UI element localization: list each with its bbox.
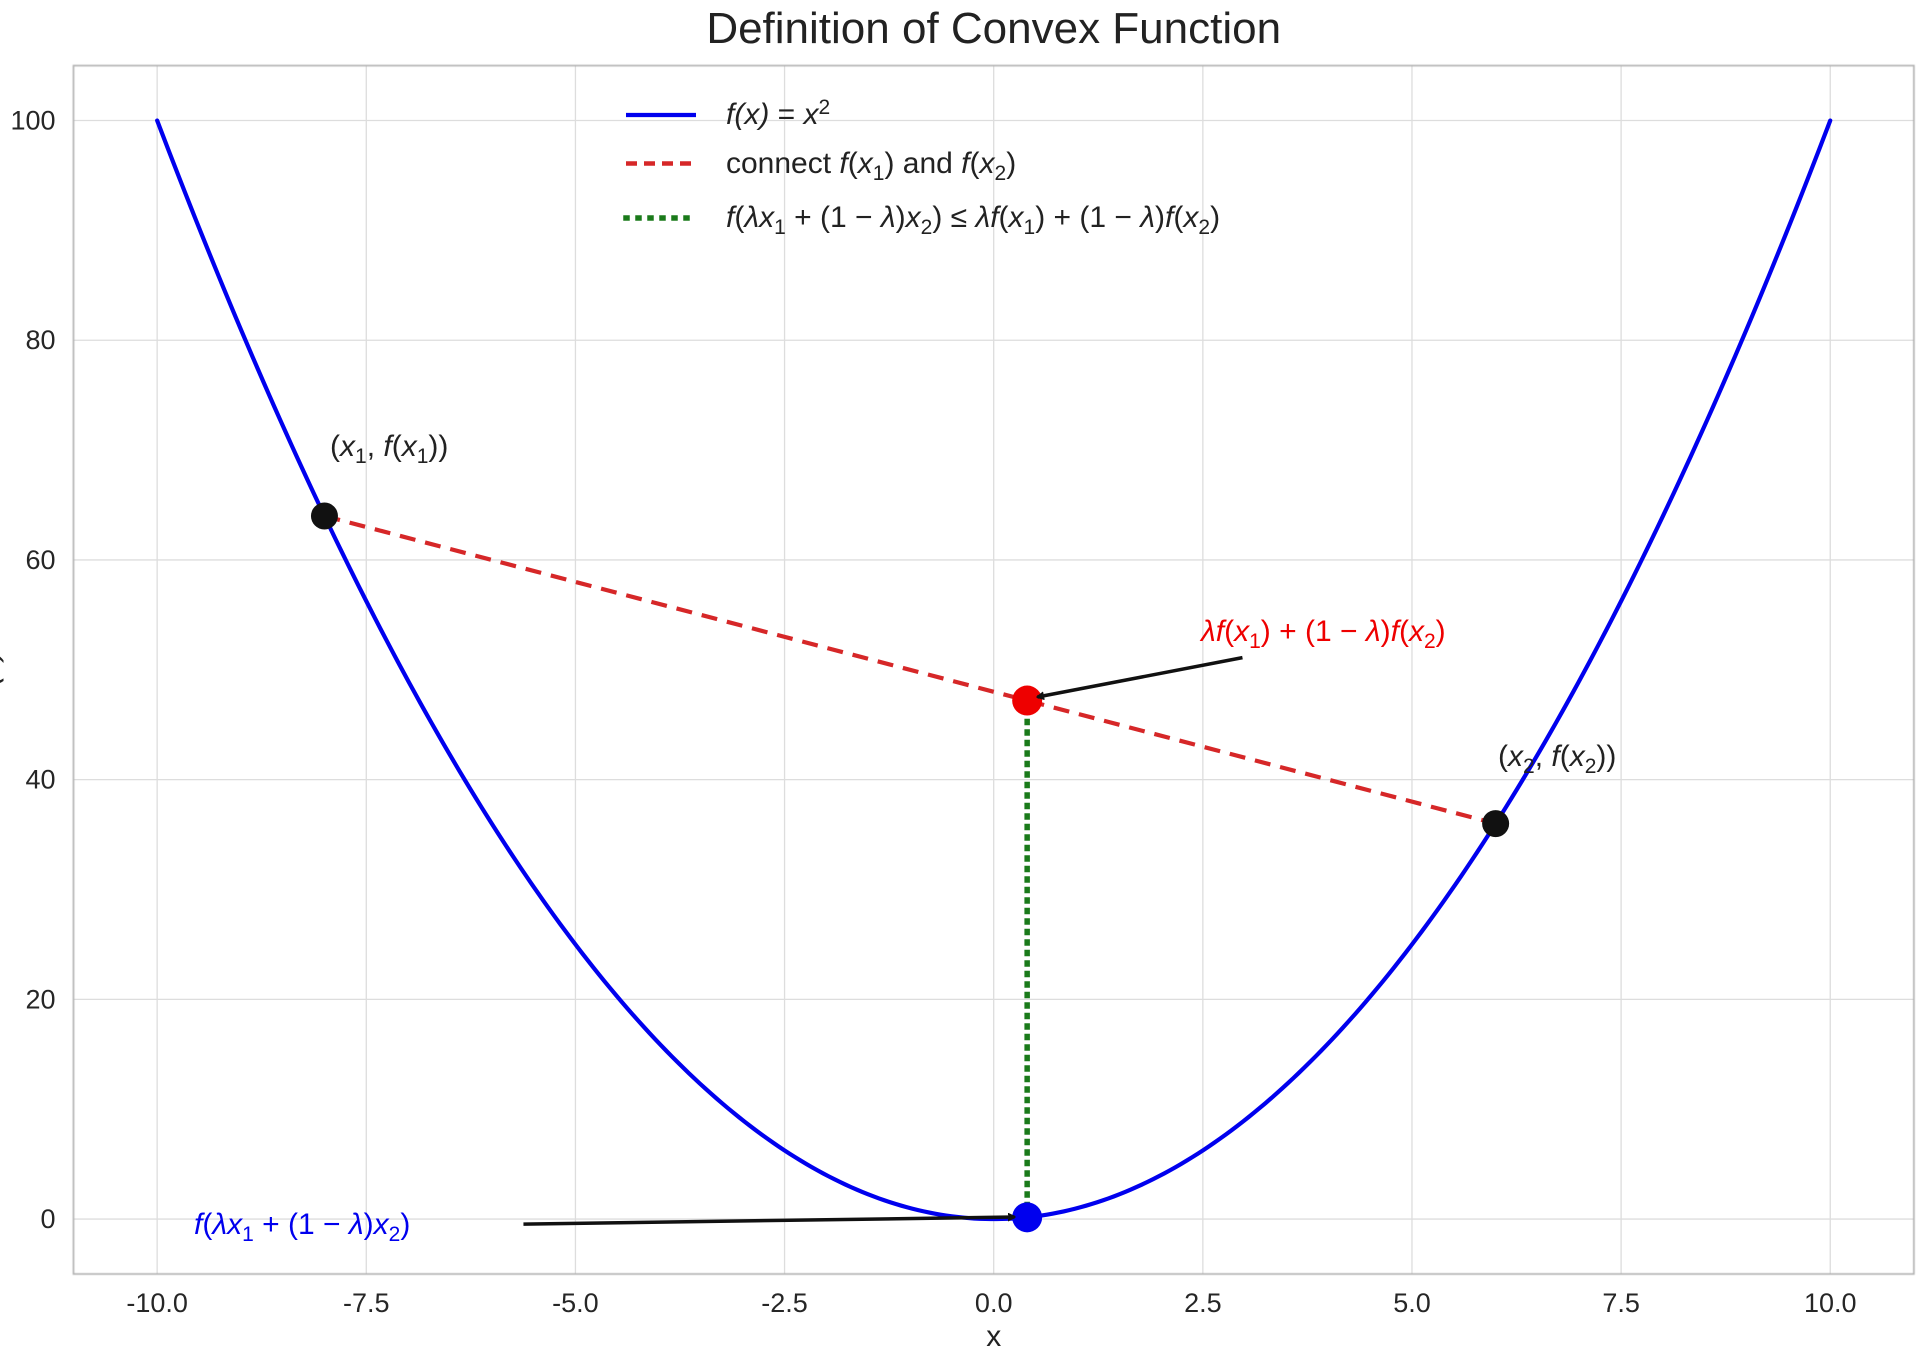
svg-text:x: x	[986, 1320, 1001, 1353]
svg-text:20: 20	[25, 984, 55, 1014]
svg-text:-5.0: -5.0	[552, 1288, 599, 1318]
svg-text:5.0: 5.0	[1393, 1288, 1431, 1318]
svg-text:f(x) = x2: f(x) = x2	[726, 96, 830, 131]
svg-text:λf(x1) + (1 − λ)f(x2): λf(x1) + (1 − λ)f(x2)	[1199, 615, 1446, 653]
svg-text:0: 0	[40, 1204, 55, 1234]
svg-text:100: 100	[10, 106, 55, 136]
svg-text:-10.0: -10.0	[126, 1288, 188, 1318]
svg-text:(x2, f(x2)): (x2, f(x2))	[1498, 740, 1616, 778]
svg-text:10.0: 10.0	[1804, 1288, 1857, 1318]
svg-text:60: 60	[25, 545, 55, 575]
svg-text:7.5: 7.5	[1602, 1288, 1640, 1318]
svg-text:-2.5: -2.5	[761, 1288, 808, 1318]
svg-text:(x1, f(x1)): (x1, f(x1))	[330, 430, 448, 468]
svg-text:-7.5: -7.5	[343, 1288, 390, 1318]
svg-text:f(λx1 + (1 − λ)x2): f(λx1 + (1 − λ)x2)	[194, 1208, 410, 1246]
svg-text:40: 40	[25, 765, 55, 795]
svg-text:2.5: 2.5	[1184, 1288, 1222, 1318]
svg-text:connect f(x1) and f(x2): connect f(x1) and f(x2)	[726, 147, 1016, 185]
svg-text:80: 80	[25, 325, 55, 355]
svg-text:0.0: 0.0	[975, 1288, 1013, 1318]
svg-text:f(x): f(x)	[0, 650, 4, 695]
svg-text:f(λx1 + (1 − λ)x2) ≤ λf(x1) +: f(λx1 + (1 − λ)x2) ≤ λf(x1) + (1 − λ)f(x…	[726, 201, 1220, 239]
